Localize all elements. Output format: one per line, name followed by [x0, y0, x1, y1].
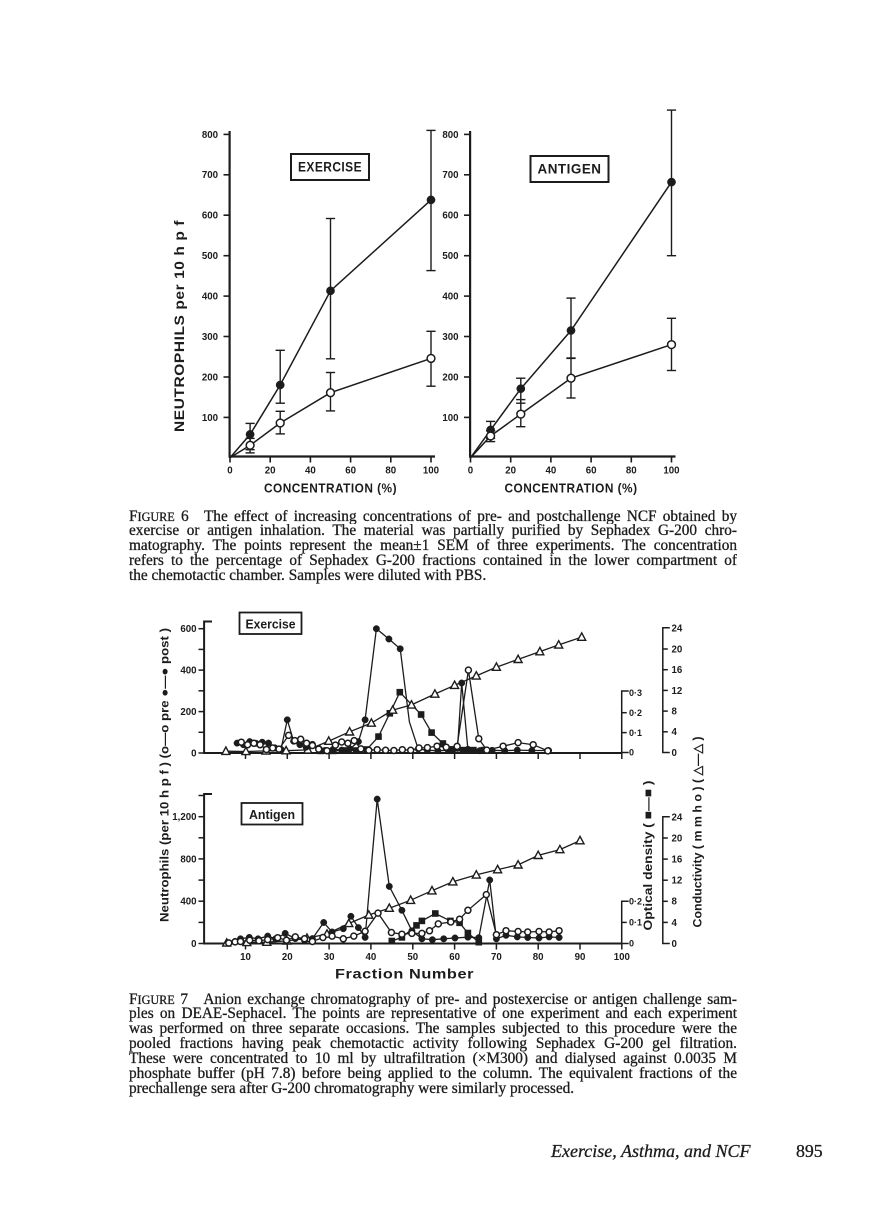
svg-text:16: 16: [672, 855, 683, 866]
svg-text:300: 300: [442, 332, 458, 343]
svg-text:1,200: 1,200: [172, 812, 196, 823]
svg-text:400: 400: [180, 666, 196, 677]
svg-text:60: 60: [345, 466, 356, 477]
svg-text:24: 24: [672, 812, 683, 823]
svg-text:12: 12: [672, 876, 683, 887]
svg-text:20: 20: [672, 644, 683, 655]
svg-text:200: 200: [180, 707, 196, 718]
svg-text:0: 0: [672, 939, 677, 950]
svg-text:Neutrophils (per 10 h p f ) (o: Neutrophils (per 10 h p f ) (o—o pre ●—●…: [158, 628, 172, 922]
svg-text:200: 200: [442, 372, 458, 383]
svg-text:8: 8: [672, 707, 678, 718]
svg-text:20: 20: [672, 833, 683, 844]
svg-text:80: 80: [385, 466, 396, 477]
svg-text:700: 700: [442, 170, 458, 181]
svg-text:40: 40: [366, 952, 377, 963]
svg-text:CONCENTRATION (%): CONCENTRATION (%): [505, 482, 638, 496]
svg-text:100: 100: [423, 466, 439, 477]
svg-text:8: 8: [672, 897, 678, 908]
svg-text:20: 20: [282, 952, 293, 963]
svg-text:500: 500: [202, 251, 218, 262]
svg-text:20: 20: [505, 466, 516, 477]
svg-text:4: 4: [672, 918, 678, 929]
svg-text:0: 0: [629, 939, 634, 949]
svg-text:4: 4: [672, 727, 678, 738]
svg-text:80: 80: [626, 466, 637, 477]
svg-text:30: 30: [324, 952, 335, 963]
svg-text:100: 100: [442, 413, 458, 424]
svg-text:0: 0: [191, 748, 196, 759]
svg-text:100: 100: [614, 952, 630, 963]
svg-text:80: 80: [533, 952, 544, 963]
svg-text:0: 0: [468, 466, 473, 477]
svg-text:40: 40: [546, 466, 557, 477]
svg-text:Exercise: Exercise: [246, 617, 296, 632]
svg-text:800: 800: [442, 130, 458, 141]
svg-text:Optical density ( ■—■ ): Optical density ( ■—■ ): [641, 780, 655, 930]
svg-text:600: 600: [202, 211, 218, 222]
svg-text:Conductivity ( m m h o ) ( △—△: Conductivity ( m m h o ) ( △—△ ): [691, 736, 705, 927]
svg-text:CONCENTRATION (%): CONCENTRATION (%): [264, 482, 397, 496]
svg-text:0: 0: [672, 748, 677, 759]
svg-text:20: 20: [265, 466, 276, 477]
svg-text:200: 200: [202, 372, 218, 383]
svg-text:800: 800: [180, 854, 196, 865]
svg-text:40: 40: [305, 466, 316, 477]
svg-text:NEUTROPHILS per 10 h p f: NEUTROPHILS per 10 h p f: [172, 220, 187, 432]
svg-text:24: 24: [672, 624, 683, 635]
svg-text:700: 700: [202, 170, 218, 181]
svg-text:Antigen: Antigen: [249, 807, 295, 822]
svg-text:600: 600: [180, 624, 196, 635]
svg-text:600: 600: [442, 211, 458, 222]
svg-text:Fraction Number: Fraction Number: [335, 967, 474, 983]
svg-text:70: 70: [491, 952, 502, 963]
svg-text:0·1: 0·1: [629, 728, 642, 738]
svg-text:0: 0: [191, 939, 196, 950]
svg-text:100: 100: [663, 466, 679, 477]
svg-text:90: 90: [575, 952, 586, 963]
svg-text:0·1: 0·1: [629, 918, 642, 928]
svg-text:60: 60: [449, 952, 460, 963]
svg-text:300: 300: [202, 332, 218, 343]
svg-text:12: 12: [672, 686, 683, 697]
svg-text:400: 400: [180, 897, 196, 908]
svg-text:500: 500: [442, 251, 458, 262]
svg-text:400: 400: [202, 292, 218, 303]
svg-text:0·3: 0·3: [629, 688, 642, 698]
svg-text:ANTIGEN: ANTIGEN: [538, 162, 602, 177]
svg-text:0: 0: [227, 466, 232, 477]
svg-text:16: 16: [672, 665, 683, 676]
svg-text:400: 400: [442, 292, 458, 303]
svg-text:0·2: 0·2: [629, 708, 642, 718]
svg-text:0: 0: [629, 748, 634, 758]
svg-text:100: 100: [202, 413, 218, 424]
svg-text:10: 10: [240, 952, 251, 963]
svg-text:800: 800: [202, 130, 218, 141]
svg-text:60: 60: [586, 466, 597, 477]
svg-text:EXERCISE: EXERCISE: [298, 160, 362, 175]
svg-text:0·2: 0·2: [629, 897, 642, 907]
svg-text:50: 50: [407, 952, 418, 963]
